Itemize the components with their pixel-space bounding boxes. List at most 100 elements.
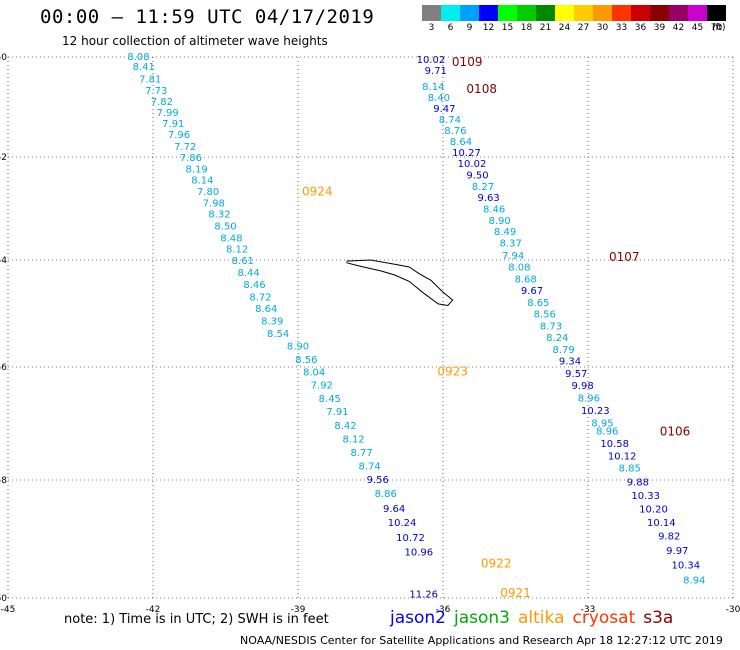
lon-tick-label: -30 [726,605,740,615]
swh-value-label: 10.33 [631,491,660,502]
scale-label: 39 [653,23,666,33]
swh-value-label: 8.85 [619,464,641,475]
swh-value-label: 10.72 [396,533,425,544]
swh-value-label: 8.86 [375,489,397,500]
swh-value-label: 8.74 [358,461,380,472]
lat-tick-label: -60 [0,594,7,604]
satellite-legend-entry: altika [518,608,565,628]
swh-value-label: 8.42 [334,421,356,432]
swh-value-label: 9.64 [383,504,405,515]
page-title: 00:00 – 11:59 UTC 04/17/2019 [40,6,375,28]
swh-value-label: 8.24 [546,333,568,344]
lon-tick-label: -36 [436,605,451,615]
swh-value-label: 7.82 [151,97,173,108]
swh-value-label: 8.77 [350,448,372,459]
swh-value-label: 9.34 [559,357,581,368]
swh-value-label: 8.49 [494,227,516,238]
swh-value-label: 8.46 [483,205,505,216]
scale-label: 45 [691,23,704,33]
scale-swatch [441,5,460,21]
scale-label: 15 [501,23,514,33]
scale-label: 33 [615,23,628,33]
swh-value-label: 7.98 [203,198,225,209]
lat-tick-label: -58 [0,476,7,486]
swh-value-label: 8.46 [243,280,265,291]
swh-value-label: 8.37 [500,239,522,250]
swh-value-label: 8.08 [508,263,530,274]
swh-value-label: 8.73 [540,321,562,332]
scale-label: 27 [577,23,590,33]
swh-value-label: 7.94 [502,251,524,262]
satellite-legend-entry: cryosat [572,608,636,628]
swh-value-label: 8.45 [319,394,341,405]
south-georgia-coastline [346,259,454,307]
swh-value-label: 9.57 [565,369,587,380]
swh-value-label: 9.71 [425,66,447,77]
swh-value-label: 10.58 [600,439,629,450]
scale-swatch [536,5,555,21]
pass-number-label: 0107 [609,250,640,264]
lat-tick-label: -52 [0,153,7,163]
swh-value-label: 10.02 [417,55,446,66]
swh-value-label: 8.32 [208,210,230,221]
swh-value-label: 8.90 [287,342,309,353]
lon-tick-label: -45 [1,605,16,615]
swh-value-label: 11.26 [409,590,438,601]
swh-value-label: 7.99 [156,108,178,119]
swh-value-label: 8.40 [428,93,450,104]
swh-value-label: 10.27 [452,148,481,159]
lat-tick-label: -56 [0,363,7,373]
scale-swatch [517,5,536,21]
swh-value-label: 8.19 [185,164,207,175]
lon-tick-label: -33 [581,605,596,615]
scale-swatch [422,5,441,21]
lon-tick-label: -39 [291,605,306,615]
swh-value-label: 7.86 [180,153,202,164]
scale-swatch [631,5,650,21]
scale-swatch [612,5,631,21]
pass-number-label: 0109 [452,55,483,69]
swh-value-label: 7.96 [168,130,190,141]
swh-value-label: 8.50 [214,222,236,233]
swh-value-label: 8.76 [444,126,466,137]
swh-value-label: 8.12 [226,245,248,256]
lon-tick-label: -42 [146,605,161,615]
swh-value-label: 9.82 [658,532,680,543]
satellite-legend-entry: s3a [643,608,674,628]
scale-label: 70 [710,23,723,33]
swh-value-label: 8.96 [578,394,600,405]
swh-value-label: 8.27 [472,182,494,193]
scale-swatch [479,5,498,21]
scale-swatch [650,5,669,21]
page-subtitle: 12 hour collection of altimeter wave hei… [62,34,328,48]
scale-label: 6 [447,23,454,33]
swh-value-label: 8.04 [303,368,325,379]
scale-swatch [498,5,517,21]
scale-swatch [574,5,593,21]
swh-value-label: 8.44 [237,268,259,279]
pass-number-label: 0924 [302,185,333,199]
swh-value-label: 9.63 [477,193,499,204]
swh-value-label: 8.41 [133,62,155,73]
swh-value-label: 9.56 [367,475,389,486]
credit-line: NOAA/NESDIS Center for Satellite Applica… [240,634,723,647]
swh-value-label: 8.12 [342,434,364,445]
swh-value-label: 8.72 [249,293,271,304]
swh-value-label: 9.67 [521,286,543,297]
scale-label: 36 [634,23,647,33]
swh-value-label: 8.64 [450,137,472,148]
pass-number-label: 0106 [660,424,691,438]
pass-number-label: 0108 [466,82,497,96]
scale-label: 3 [428,23,435,33]
swh-value-label: 9.50 [466,171,488,182]
swh-value-label: 10.96 [404,548,433,559]
swh-value-label: 10.12 [608,451,637,462]
swh-value-label: 8.39 [261,317,283,328]
swh-value-label: 9.97 [666,546,688,557]
scale-label: 9 [466,23,473,33]
scale-label: 18 [520,23,533,33]
footnote: note: 1) Time is in UTC; 2) SWH is in fe… [64,612,329,627]
scale-swatch [460,5,479,21]
swh-value-label: 10.02 [458,159,487,170]
